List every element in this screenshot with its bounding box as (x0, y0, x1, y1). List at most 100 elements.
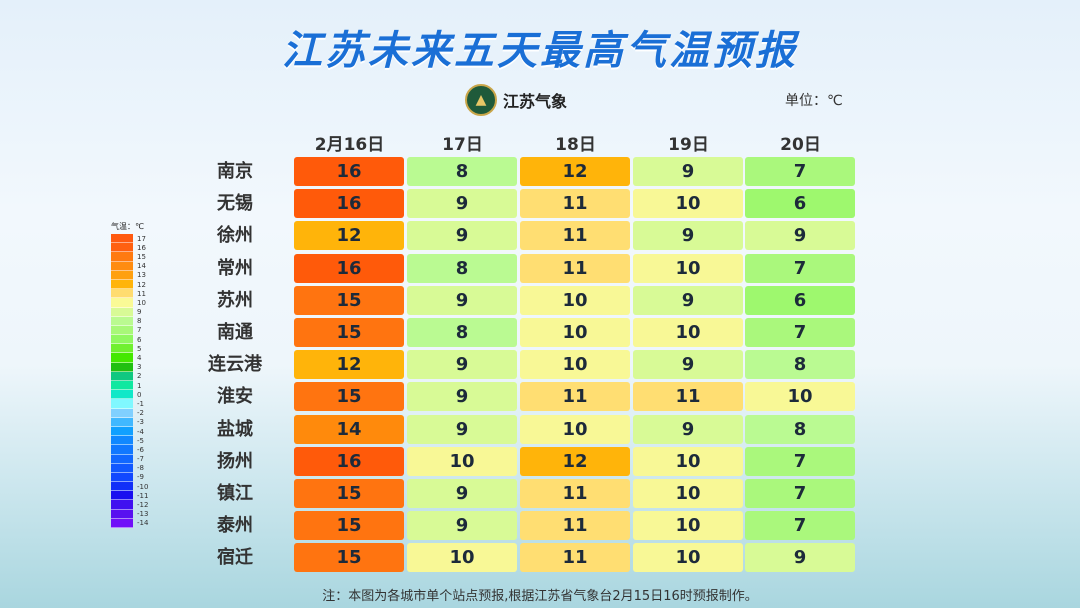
temperature-cell: 15 (294, 382, 404, 412)
legend-item: -10 (111, 482, 148, 492)
temperature-cell: 15 (294, 511, 404, 541)
legend-item: 0 (111, 390, 148, 400)
column-header: 17日 (442, 135, 483, 155)
temperature-cell: 9 (745, 221, 855, 251)
legend-item: 4 (111, 353, 148, 363)
temperature-cell: 7 (745, 157, 855, 186)
legend-item: 10 (111, 298, 148, 308)
legend-item: 2 (111, 371, 148, 381)
city-name: 泰州 (217, 515, 253, 537)
temperature-cell: 10 (407, 446, 517, 476)
temperature-cell: 8 (745, 414, 855, 444)
temperature-cell: 16 (294, 446, 404, 476)
legend-swatch (111, 445, 133, 455)
temperature-cell: 7 (745, 511, 855, 541)
temperature-cell: 8 (407, 318, 517, 347)
legend-item: -9 (111, 472, 148, 483)
legend-item: 7 (111, 325, 148, 336)
pagoda-logo-icon: ▲ (465, 84, 497, 116)
legend-item: 1 (111, 381, 148, 391)
legend-swatch (111, 463, 133, 473)
legend-item: -2 (111, 408, 148, 418)
legend-item: -11 (111, 491, 149, 501)
legend-label: -11 (137, 491, 149, 500)
legend-swatch (111, 454, 133, 464)
temperature-cell: 7 (745, 318, 855, 347)
legend-item: 8 (111, 316, 148, 326)
legend-swatch (111, 335, 133, 345)
temperature-cell: 9 (633, 285, 743, 315)
footnote: 注：本图为各城市单个站点预报,根据江苏省气象台2月15日16时预报制作。 (322, 589, 758, 604)
column-header: 18日 (555, 135, 596, 155)
temperature-cell: 9 (633, 157, 743, 186)
city-name: 南通 (217, 322, 253, 343)
legend-label: 10 (137, 298, 146, 307)
temperature-cell: 15 (294, 285, 404, 315)
temperature-cell: 11 (520, 253, 630, 283)
legend-item: 15 (111, 252, 148, 262)
temperature-cell: 8 (407, 253, 517, 283)
legend-label: 6 (137, 335, 142, 344)
legend-swatch (111, 399, 133, 409)
legend-label: -12 (137, 501, 149, 510)
legend-label: 7 (137, 326, 142, 335)
city-name: 南京 (217, 161, 253, 182)
temperature-cell: 15 (294, 318, 404, 347)
logo: ▲ 江苏气象 (465, 84, 567, 116)
temperature-cell: 11 (520, 221, 630, 251)
legend-label: -5 (137, 436, 144, 445)
temperature-cell: 9 (633, 414, 743, 444)
legend-swatch (111, 270, 133, 280)
temperature-cell: 9 (633, 221, 743, 251)
legend-swatch (111, 234, 133, 244)
legend-item: -13 (111, 509, 149, 519)
legend-label: 5 (137, 344, 142, 353)
legend-item: 14 (111, 261, 148, 271)
city-name: 徐州 (217, 225, 253, 247)
legend-item: -1 (111, 399, 148, 409)
legend-swatch (111, 316, 133, 326)
legend-label: -9 (137, 473, 144, 482)
temperature-cell: 10 (407, 543, 517, 573)
temperature-cell: 10 (633, 253, 743, 283)
legend-label: -1 (137, 399, 144, 408)
temperature-cell: 6 (745, 189, 855, 219)
temperature-cell: 10 (520, 414, 630, 444)
temperature-cell: 15 (294, 479, 404, 508)
city-name: 苏州 (217, 289, 253, 311)
temperature-cell: 10 (520, 318, 630, 347)
temperature-cell: 8 (407, 157, 517, 186)
temperature-cell: 10 (520, 285, 630, 315)
legend-label: -2 (137, 409, 144, 418)
temperature-cell: 12 (294, 350, 404, 380)
legend-label: -4 (137, 427, 144, 436)
legend-label: 4 (137, 354, 142, 363)
legend-title: 气温：℃ (111, 222, 144, 231)
city-name: 常州 (217, 257, 253, 279)
legend-label: -7 (137, 455, 144, 464)
legend-item: -4 (111, 426, 148, 437)
legend-item: -5 (111, 436, 148, 446)
temperature-cell: 9 (407, 189, 517, 219)
legend-item: 13 (111, 270, 148, 280)
temperature-cell: 16 (294, 189, 404, 219)
legend-label: -13 (137, 510, 149, 519)
legend-label: -8 (137, 464, 144, 473)
legend-item: 12 (111, 279, 148, 290)
legend-swatch (111, 279, 133, 290)
temperature-cell: 10 (745, 382, 855, 412)
temperature-cell: 15 (294, 543, 404, 573)
legend-label: -6 (137, 445, 144, 454)
temperature-cell: 10 (633, 479, 743, 508)
legend-swatch (111, 491, 133, 501)
logo-text: 江苏气象 (503, 92, 568, 111)
temperature-cell: 12 (520, 446, 630, 476)
city-name: 宿迁 (217, 547, 253, 569)
temperature-cell: 10 (633, 189, 743, 219)
legend-item: -7 (111, 454, 148, 464)
column-header: 19日 (668, 135, 709, 155)
legend-swatch (111, 408, 133, 418)
city-name: 盐城 (217, 418, 253, 440)
temperature-cell: 11 (520, 511, 630, 541)
city-name: 连云港 (208, 354, 262, 376)
